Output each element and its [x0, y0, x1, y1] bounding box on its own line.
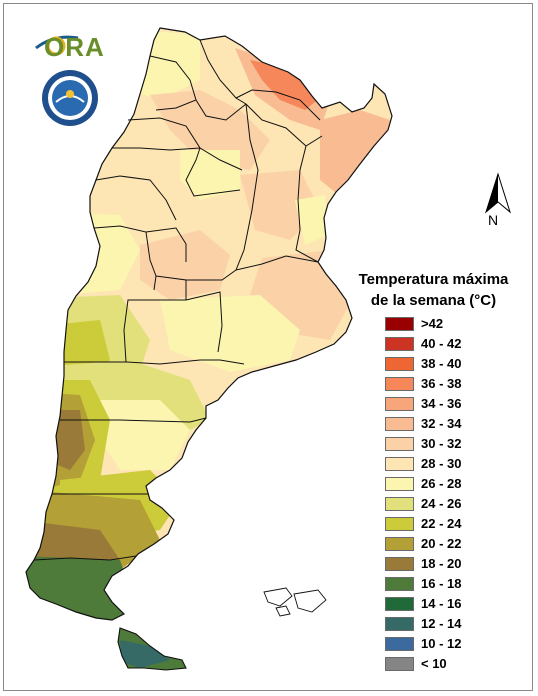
legend-item: 40 - 42: [385, 334, 505, 354]
legend-label: 20 - 22: [421, 536, 462, 551]
legend-item: 12 - 14: [385, 614, 505, 634]
legend-swatch: [385, 557, 414, 571]
legend-swatch: [385, 617, 414, 631]
legend-swatch: [385, 657, 414, 671]
legend-item: 24 - 26: [385, 494, 505, 514]
legend-label: 30 - 32: [421, 436, 462, 451]
legend-item: 28 - 30: [385, 454, 505, 474]
legend-item: 14 - 16: [385, 594, 505, 614]
legend-swatch: [385, 497, 414, 511]
legend-title-line2: de la semana (°C): [370, 292, 497, 309]
legend-label: 12 - 14: [421, 616, 462, 631]
legend-item: >42: [385, 314, 505, 334]
legend-label: 18 - 20: [421, 556, 462, 571]
legend-item: 30 - 32: [385, 434, 505, 454]
legend-label: 34 - 36: [421, 396, 462, 411]
legend-item: 26 - 28: [385, 474, 505, 494]
legend-swatch: [385, 597, 414, 611]
legend-label: 26 - 28: [421, 476, 462, 491]
legend-label: < 10: [421, 656, 447, 671]
ora-logo: ORA: [34, 28, 104, 62]
legend-swatch: [385, 317, 414, 331]
seal-emblem-icon: [42, 70, 98, 126]
legend-item: 36 - 38: [385, 374, 505, 394]
legend-label: 28 - 30: [421, 456, 462, 471]
map-frame: [3, 3, 533, 691]
legend-item: 20 - 22: [385, 534, 505, 554]
legend-swatch: [385, 537, 414, 551]
legend-label: 10 - 12: [421, 636, 462, 651]
legend-label: 32 - 34: [421, 416, 462, 431]
legend-swatch: [385, 517, 414, 531]
legend-swatch: [385, 337, 414, 351]
legend-item: 16 - 18: [385, 574, 505, 594]
legend-label: >42: [421, 316, 444, 331]
legend-label: 24 - 26: [421, 496, 462, 511]
legend-item: 38 - 40: [385, 354, 505, 374]
north-label: N: [488, 212, 499, 228]
legend-item: 34 - 36: [385, 394, 505, 414]
legend-label: 22 - 24: [421, 516, 462, 531]
ora-logo-text: ORA: [44, 32, 105, 62]
legend-item: 22 - 24: [385, 514, 505, 534]
legend-item: < 10: [385, 654, 505, 674]
legend-swatch: [385, 357, 414, 371]
ora-swoosh-icon: [35, 35, 79, 56]
institution-seal: [40, 68, 100, 128]
province-borders: [25, 27, 393, 671]
legend-label: 40 - 42: [421, 336, 462, 351]
temperature-legend: >42 40 - 42 38 - 40 36 - 38 34 - 36 32 - 34 30…: [385, 314, 505, 674]
legend-swatch: [385, 637, 414, 651]
malvinas-islands: [263, 587, 327, 617]
legend-swatch: [385, 577, 414, 591]
legend-item: 18 - 20: [385, 554, 505, 574]
north-arrow-icon: [485, 172, 511, 214]
legend-swatch: [385, 457, 414, 471]
legend-item: 32 - 34: [385, 414, 505, 434]
legend-swatch: [385, 377, 414, 391]
legend-swatch: [385, 477, 414, 491]
legend-swatch: [385, 397, 414, 411]
legend-label: 16 - 18: [421, 576, 462, 591]
north-arrow: N: [480, 172, 516, 232]
legend-label: 36 - 38: [421, 376, 462, 391]
legend-label: 14 - 16: [421, 596, 462, 611]
legend-label: 38 - 40: [421, 356, 462, 371]
legend-swatch: [385, 437, 414, 451]
legend-title: Temperatura máxima de la semana (°C): [341, 269, 526, 311]
legend-swatch: [385, 417, 414, 431]
legend-title-line1: Temperatura máxima: [358, 271, 509, 288]
legend-item: 10 - 12: [385, 634, 505, 654]
